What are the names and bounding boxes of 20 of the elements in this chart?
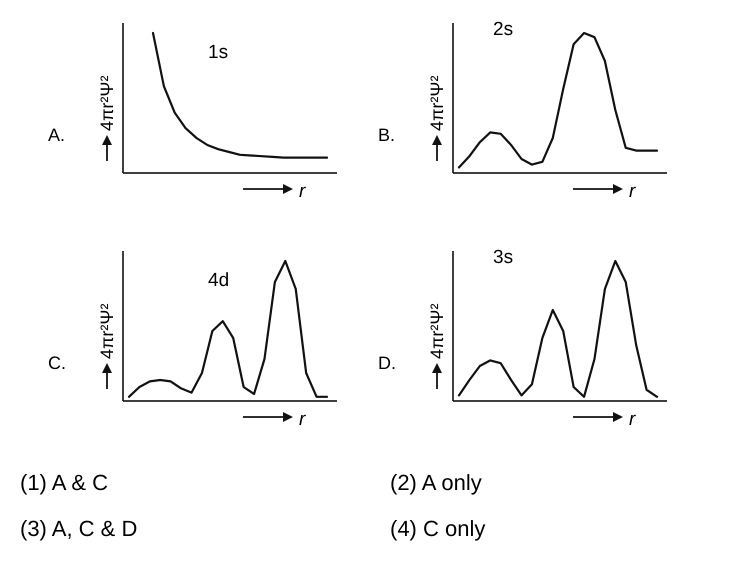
text: (3) A, C & D [20, 516, 138, 541]
chart-title: 3s [493, 247, 514, 268]
x-axis-title: r [299, 409, 306, 430]
text: C. [48, 353, 66, 373]
text: (1) A & C [20, 470, 108, 495]
y-axis-title: 4πr²Ψ² [97, 304, 117, 359]
chart-title: 2s [493, 19, 514, 40]
x-axis-title: r [299, 181, 306, 202]
x-axis-title: r [629, 181, 636, 202]
text: (2) A only [390, 470, 482, 495]
y-axis-title: 4πr²Ψ² [427, 76, 447, 131]
y-axis-title: 4πr²Ψ² [427, 304, 447, 359]
text: (4) C only [390, 516, 486, 541]
text: 1s [208, 42, 228, 63]
y-axis-title: 4πr²Ψ² [97, 76, 117, 131]
text: A. [48, 125, 66, 145]
text: D. [378, 353, 396, 373]
text: B. [378, 125, 396, 145]
x-axis-title: r [629, 409, 636, 430]
text: 4d [208, 270, 230, 291]
